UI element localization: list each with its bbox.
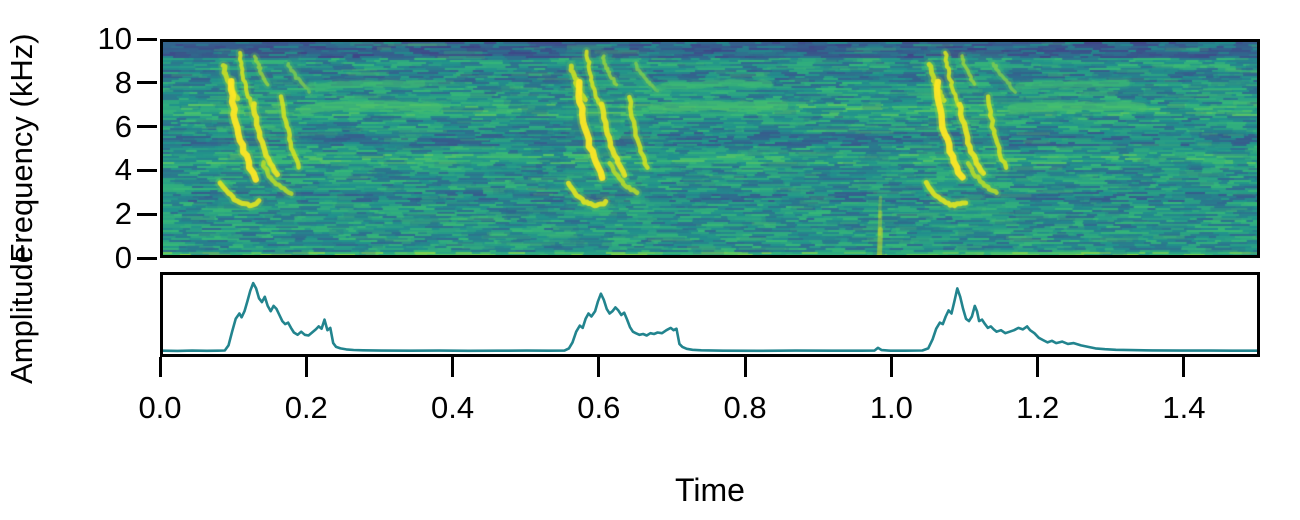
y-tick-mark bbox=[137, 37, 157, 41]
y-tick-mark bbox=[137, 212, 157, 216]
x-tick-label: 0.8 bbox=[723, 390, 767, 425]
spectrogram-panel bbox=[160, 39, 1260, 258]
amplitude-panel bbox=[160, 272, 1260, 357]
y-tick-label: 2 bbox=[114, 196, 132, 232]
y-tick-mark bbox=[137, 125, 157, 129]
x-tick-label: 0.2 bbox=[284, 390, 328, 425]
x-tick-mark bbox=[889, 357, 893, 377]
y-axis-label-amplitude: Amplitude bbox=[4, 246, 39, 384]
y-tick-label: 8 bbox=[114, 64, 132, 100]
y-tick-label: 10 bbox=[97, 21, 132, 56]
amplitude-envelope-line bbox=[161, 281, 1259, 353]
x-tick-label: 1.0 bbox=[869, 390, 913, 425]
y-axis-label-frequency: Frequency (kHz) bbox=[4, 33, 39, 263]
x-tick-mark bbox=[158, 357, 162, 377]
y-tick-mark bbox=[137, 81, 157, 85]
x-axis-label-time: Time bbox=[675, 472, 745, 508]
x-tick-label: 0.4 bbox=[430, 390, 475, 425]
amplitude-waveform-svg bbox=[161, 281, 1259, 353]
x-tick-mark bbox=[304, 357, 308, 377]
x-tick-label: 1.4 bbox=[1162, 390, 1206, 425]
y-tick-label: 4 bbox=[114, 152, 132, 188]
x-tick-mark bbox=[597, 357, 601, 377]
x-tick-label: 0.0 bbox=[138, 390, 182, 425]
y-tick-label: 6 bbox=[114, 108, 132, 144]
x-tick-mark bbox=[1182, 357, 1186, 377]
y-tick-mark bbox=[137, 256, 157, 260]
spectrogram-canvas bbox=[163, 42, 1257, 255]
x-tick-mark bbox=[451, 357, 455, 377]
x-tick-label: 1.2 bbox=[1016, 390, 1060, 425]
x-tick-label: 0.6 bbox=[577, 390, 621, 425]
x-tick-mark bbox=[743, 357, 747, 377]
y-tick-label: 0 bbox=[114, 240, 132, 275]
y-tick-mark bbox=[137, 168, 157, 172]
x-tick-mark bbox=[1036, 357, 1040, 377]
